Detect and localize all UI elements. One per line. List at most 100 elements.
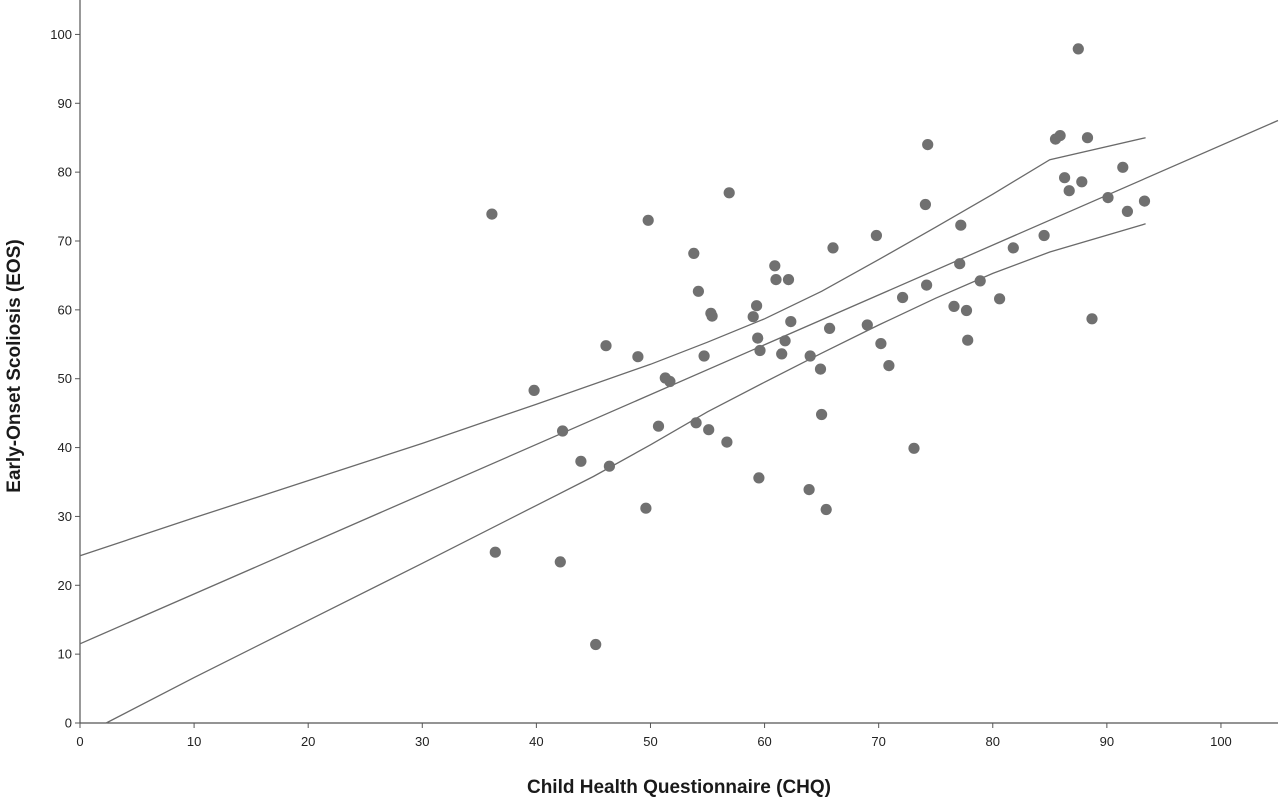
data-point (919, 198, 932, 211)
data-point (870, 229, 883, 242)
data-point (816, 408, 828, 421)
data-point (603, 460, 616, 472)
data-point (955, 219, 967, 231)
confidence-upper-line (79, 137, 1146, 557)
data-point (652, 420, 665, 432)
regression-fit-line (79, 119, 1279, 645)
data-point (776, 348, 788, 360)
y-axis-title: Early-Onset Scoliosis (EOS) (4, 239, 25, 492)
x-tick-label: 90 (1100, 734, 1114, 749)
data-point (827, 242, 839, 254)
data-point (698, 350, 710, 362)
data-point (600, 340, 612, 352)
data-point (751, 300, 763, 312)
data-point (690, 417, 702, 429)
y-tick-label: 70 (58, 234, 72, 249)
x-tick-label: 20 (301, 734, 315, 749)
data-point (1138, 195, 1151, 207)
data-point (528, 384, 540, 396)
data-point (747, 311, 759, 323)
data-point (1086, 313, 1098, 325)
data-point (883, 360, 895, 372)
y-tick-label: 90 (58, 96, 72, 111)
data-point (782, 274, 795, 286)
data-point (1054, 130, 1066, 142)
data-point (642, 214, 654, 226)
data-point (897, 291, 909, 304)
data-point (1076, 176, 1088, 188)
data-point (1038, 229, 1050, 242)
data-point (922, 139, 934, 151)
data-point (640, 502, 652, 514)
data-point (692, 285, 705, 297)
y-tick-label: 80 (58, 165, 72, 180)
data-point (824, 322, 836, 334)
data-point (921, 279, 933, 291)
data-point (960, 304, 973, 317)
data-point (814, 363, 827, 375)
data-point (632, 351, 644, 363)
x-tick-label: 80 (986, 734, 1000, 749)
data-point (861, 319, 873, 331)
data-point (994, 293, 1006, 305)
data-point (554, 556, 566, 568)
data-point (486, 208, 498, 220)
y-tick-label: 40 (58, 440, 72, 455)
data-point (557, 425, 569, 437)
data-point (489, 546, 501, 558)
y-tick-label: 60 (58, 302, 72, 317)
y-tick-label: 0 (65, 716, 72, 731)
data-point (1121, 205, 1133, 217)
data-point (754, 344, 766, 357)
data-point (753, 472, 765, 484)
data-point (948, 300, 960, 312)
data-point (962, 334, 974, 346)
data-point (779, 335, 791, 347)
data-point (721, 436, 733, 448)
x-tick-label: 50 (643, 734, 657, 749)
data-point (1007, 242, 1019, 254)
data-point (908, 442, 920, 454)
data-point (1117, 161, 1129, 173)
confidence-lower-line (105, 223, 1146, 724)
data-point (723, 187, 735, 199)
y-tick-label: 100 (50, 27, 72, 42)
data-point (706, 310, 718, 322)
x-tick-label: 10 (187, 734, 201, 749)
x-axis-ticks: 0 10 20 30 40 50 60 70 80 90 100 (76, 723, 1232, 749)
data-point (954, 258, 966, 270)
data-point (875, 338, 887, 350)
data-point (1102, 192, 1114, 204)
data-point (703, 424, 715, 436)
data-point (590, 638, 602, 651)
axes (79, 0, 1278, 724)
data-point (1059, 172, 1071, 184)
data-point (1063, 185, 1075, 197)
data-point (820, 503, 832, 516)
y-tick-label: 30 (58, 509, 72, 524)
data-point (803, 484, 815, 496)
data-point (804, 350, 816, 362)
x-tick-label: 100 (1210, 734, 1232, 749)
x-tick-label: 60 (757, 734, 771, 749)
data-point (1072, 43, 1084, 55)
data-point (770, 274, 782, 286)
data-point (785, 316, 797, 328)
data-point (769, 260, 781, 272)
x-tick-label: 40 (529, 734, 543, 749)
y-axis-ticks: 0 10 20 30 40 50 60 70 80 90 100 (50, 27, 80, 731)
data-point (664, 375, 676, 388)
y-tick-label: 20 (58, 578, 72, 593)
x-tick-label: 0 (76, 734, 83, 749)
data-point (575, 455, 587, 467)
data-point (752, 332, 764, 344)
regression-lines (79, 119, 1279, 724)
x-tick-label: 70 (871, 734, 885, 749)
data-point (974, 275, 986, 287)
data-point (688, 247, 700, 259)
y-tick-label: 10 (58, 647, 72, 662)
data-points (486, 43, 1151, 651)
x-tick-label: 30 (415, 734, 429, 749)
x-axis-title: Child Health Questionnaire (CHQ) (527, 777, 831, 798)
